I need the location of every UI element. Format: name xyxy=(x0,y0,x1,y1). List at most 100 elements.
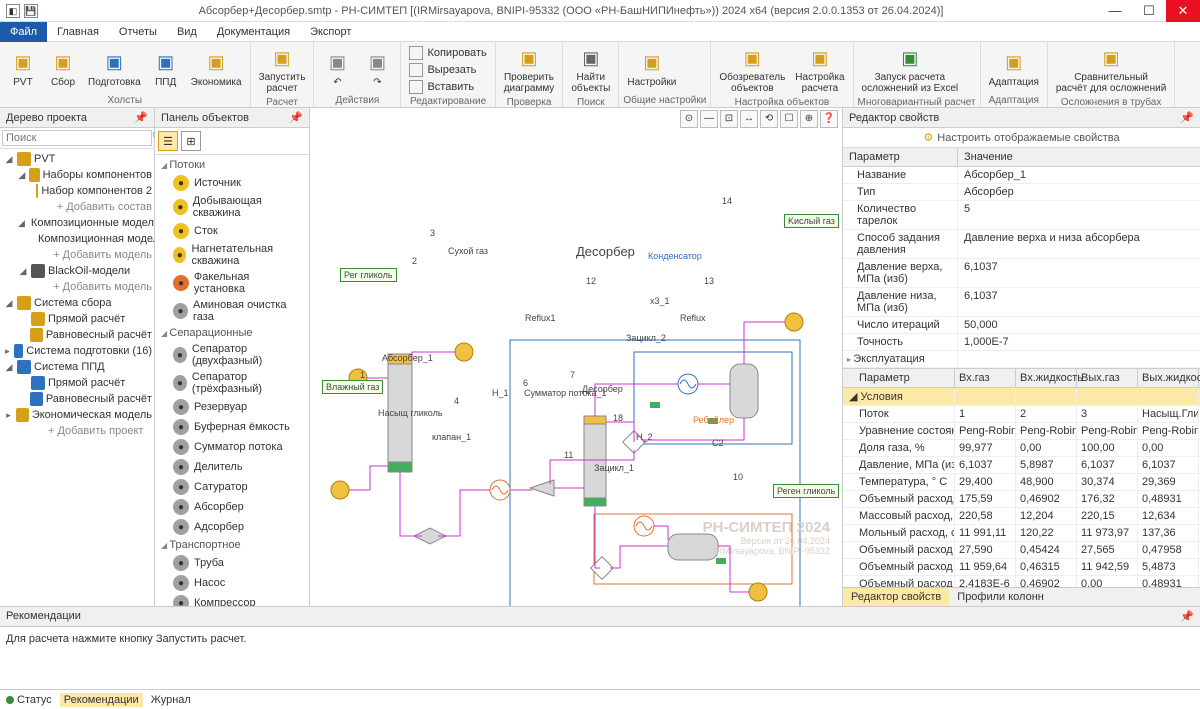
ribbon-button[interactable]: ▣Найти объекты xyxy=(567,44,614,96)
ribbon-button[interactable]: ▣↶ xyxy=(318,44,356,94)
object-item[interactable]: ●Компрессор xyxy=(155,593,309,606)
ribbon-button[interactable]: ▣↷ xyxy=(358,44,396,94)
object-item[interactable]: ●Источник xyxy=(155,173,309,193)
list-view-icon[interactable]: ☰ xyxy=(158,131,178,151)
props-tab[interactable]: Профили колонн xyxy=(949,588,1052,606)
object-item[interactable]: ●Сепаратор (двухфазный) xyxy=(155,341,309,369)
status-item[interactable]: Журнал xyxy=(151,694,191,706)
tree-item[interactable]: Композиционная модель xyxy=(0,231,154,247)
tree-item[interactable]: + Добавить модель xyxy=(0,247,154,263)
stream-row[interactable]: Объемный расход в ст...11 959,640,463151… xyxy=(843,559,1200,576)
tree-item[interactable]: ◢Наборы компонентов xyxy=(0,167,154,183)
tree-item[interactable]: ◢Система ППД xyxy=(0,359,154,375)
menu-Главная[interactable]: Главная xyxy=(47,22,109,42)
ribbon-button[interactable]: Вставить xyxy=(405,78,490,95)
ribbon-button[interactable]: Копировать xyxy=(405,44,490,61)
canvas-tool[interactable]: ⟲ xyxy=(760,110,778,128)
object-item[interactable]: ●Сумматор потока xyxy=(155,437,309,457)
tree-item[interactable]: Равновесный расчёт xyxy=(0,391,154,407)
menu-Экспорт[interactable]: Экспорт xyxy=(300,22,361,42)
qat-save-icon[interactable]: 💾 xyxy=(24,4,38,18)
props-expand-row[interactable]: Эксплуатация xyxy=(843,351,1200,368)
canvas-tool[interactable]: ⊙ xyxy=(680,110,698,128)
canvas-tool[interactable]: ⊡ xyxy=(720,110,738,128)
object-item[interactable]: ●Насос xyxy=(155,573,309,593)
tree-item[interactable]: Прямой расчёт xyxy=(0,375,154,391)
property-row[interactable]: НазваниеАбсорбер_1 xyxy=(843,167,1200,184)
stream-row[interactable]: Объемный расход, м3/ч175,590,46902176,32… xyxy=(843,491,1200,508)
object-item[interactable]: ●Сток xyxy=(155,221,309,241)
ribbon-button[interactable]: ▣Настройка расчета xyxy=(791,44,848,96)
object-category[interactable]: Потоки xyxy=(155,157,309,173)
close-button[interactable]: ✕ xyxy=(1166,0,1200,22)
stream-row[interactable]: Массовый расход, т/сут220,5812,204220,15… xyxy=(843,508,1200,525)
property-row[interactable]: ТипАбсорбер xyxy=(843,184,1200,201)
pin-icon[interactable]: 📌 xyxy=(1180,610,1194,623)
tree-item[interactable]: Набор компонентов 2 xyxy=(0,183,154,199)
diagram-canvas[interactable]: ⊙ — ⊡ ↔ ⟲ ☐ ⊕ ❓ xyxy=(310,108,842,606)
ribbon-button[interactable]: ▣Подготовка xyxy=(84,44,145,94)
stream-col-head[interactable]: Вых.газ xyxy=(1077,369,1138,387)
ribbon-button[interactable]: ▣Адаптация xyxy=(985,44,1043,94)
stream-col-head[interactable]: Вх.жидкость xyxy=(1016,369,1077,387)
search-input[interactable] xyxy=(2,130,152,146)
pin-icon[interactable]: 📌 xyxy=(1180,111,1194,124)
tree-item[interactable]: + Добавить проект xyxy=(0,423,154,439)
stream-row[interactable]: Температура, ° С29,40048,90030,37429,369 xyxy=(843,474,1200,491)
stream-row[interactable]: Доля газа, %99,9770,00100,000,00 xyxy=(843,440,1200,457)
object-item[interactable]: ●Аминовая очистка газа xyxy=(155,297,309,325)
stream-row[interactable]: Давление, МПа (изб)6,10375,89876,10376,1… xyxy=(843,457,1200,474)
object-item[interactable]: ●Добывающая скважина xyxy=(155,193,309,221)
tree-item[interactable]: ▸Система подготовки (16) xyxy=(0,343,154,359)
stream-category[interactable]: ◢ Условия xyxy=(843,388,1200,406)
object-item[interactable]: ●Нагнетательная скважина xyxy=(155,241,309,269)
stream-row[interactable]: Объемный расход жид...2,4183E-60,469020,… xyxy=(843,576,1200,587)
object-item[interactable]: ●Абсорбер xyxy=(155,497,309,517)
stream-row[interactable]: Поток123Насыщ.Гликоль xyxy=(843,406,1200,423)
canvas-tool[interactable]: — xyxy=(700,110,718,128)
object-item[interactable]: ●Делитель xyxy=(155,457,309,477)
object-item[interactable]: ●Факельная установка xyxy=(155,269,309,297)
object-item[interactable]: ●Буферная ёмкость xyxy=(155,417,309,437)
tree-item[interactable]: + Добавить состав xyxy=(0,199,154,215)
ribbon-button[interactable]: ▣Запустить расчет xyxy=(255,44,310,96)
ribbon-button[interactable]: ▣Сбор xyxy=(44,44,82,94)
property-row[interactable]: Способ задания давленияДавление верха и … xyxy=(843,230,1200,259)
minimize-button[interactable]: — xyxy=(1098,0,1132,22)
tree-item[interactable]: ▸Экономическая модель xyxy=(0,407,154,423)
grid-view-icon[interactable]: ⊞ xyxy=(181,131,201,151)
property-row[interactable]: Давление низа, МПа (изб)6,1037 xyxy=(843,288,1200,317)
ribbon-button[interactable]: ▣Настройки xyxy=(623,44,680,94)
menu-Файл[interactable]: Файл xyxy=(0,22,47,42)
tree-item[interactable]: ◢BlackOil-модели xyxy=(0,263,154,279)
ribbon-button[interactable]: ▣ППД xyxy=(147,44,185,94)
ribbon-button[interactable]: ▣Обозреватель объектов xyxy=(715,44,789,96)
pin-icon[interactable]: 📌 xyxy=(289,111,303,124)
stream-row[interactable]: Объемный расход в ст...27,5900,4542427,5… xyxy=(843,542,1200,559)
ribbon-button[interactable]: ▣Сравнительный расчёт для осложнений xyxy=(1052,44,1170,96)
canvas-tool[interactable]: ↔ xyxy=(740,110,758,128)
status-item[interactable]: Статус xyxy=(6,694,52,706)
ribbon-button[interactable]: ▣Проверить диаграмму xyxy=(500,44,559,96)
object-category[interactable]: Сепарационные xyxy=(155,325,309,341)
qat-icon[interactable]: ◧ xyxy=(6,4,20,18)
tree-item[interactable]: ◢Система сбора xyxy=(0,295,154,311)
stream-col-head[interactable]: Параметр xyxy=(843,369,955,387)
object-item[interactable]: ●Труба xyxy=(155,553,309,573)
tree-item[interactable]: Равновесный расчёт xyxy=(0,327,154,343)
canvas-tool[interactable]: ☐ xyxy=(780,110,798,128)
tree-item[interactable]: ◢Композиционные модели xyxy=(0,215,154,231)
props-config-link[interactable]: Настроить отображаемые свойства xyxy=(843,128,1200,148)
canvas-tool[interactable]: ❓ xyxy=(820,110,838,128)
stream-col-head[interactable]: Вых.жидкость xyxy=(1138,369,1199,387)
object-category[interactable]: Транспортное xyxy=(155,537,309,553)
property-row[interactable]: Точность1,000E-7 xyxy=(843,334,1200,351)
object-item[interactable]: ●Адсорбер xyxy=(155,517,309,537)
object-item[interactable]: ●Сепаратор (трёхфазный) xyxy=(155,369,309,397)
ribbon-button[interactable]: ▣Экономика xyxy=(187,44,246,94)
tree-item[interactable]: Прямой расчёт xyxy=(0,311,154,327)
props-tab[interactable]: Редактор свойств xyxy=(843,588,949,606)
menu-Отчеты[interactable]: Отчеты xyxy=(109,22,167,42)
canvas-tool[interactable]: ⊕ xyxy=(800,110,818,128)
menu-Вид[interactable]: Вид xyxy=(167,22,207,42)
